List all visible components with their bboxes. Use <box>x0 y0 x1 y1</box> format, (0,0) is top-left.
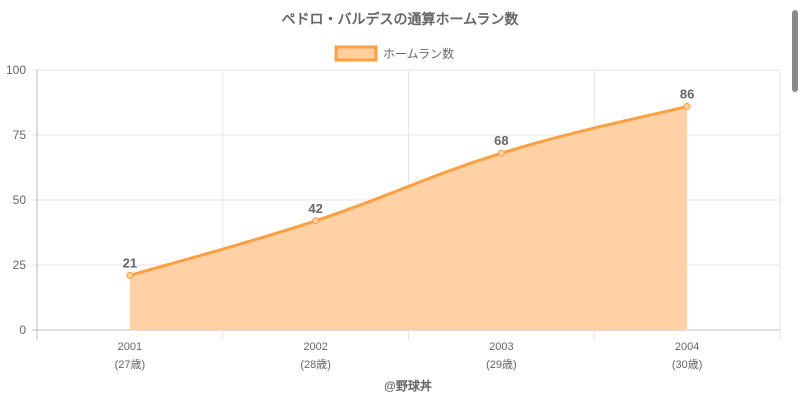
y-tick-label: 100 <box>6 63 26 77</box>
x-tick-sublabel: (30歳) <box>672 358 703 371</box>
x-tick-label: 2003 <box>489 341 513 353</box>
y-tick-label: 25 <box>13 258 27 272</box>
series-line <box>129 104 688 277</box>
x-tick-label: 2004 <box>675 341 699 353</box>
footer-credit: @野球丼 <box>384 378 432 393</box>
x-tick-sublabel: (29歳) <box>486 358 517 371</box>
data-label: 42 <box>308 201 322 216</box>
data-point <box>497 149 505 157</box>
x-tick-label: 2002 <box>303 341 327 353</box>
y-tick-label: 75 <box>13 128 27 142</box>
data-point <box>683 102 691 110</box>
data-label: 21 <box>123 255 137 270</box>
data-point <box>126 271 134 279</box>
chart-title: ペドロ・バルデスの通算ホームラン数 <box>282 11 520 27</box>
data-point <box>312 217 320 225</box>
legend-swatch <box>334 45 378 62</box>
y-tick-label: 0 <box>19 323 26 337</box>
x-tick-sublabel: (28歳) <box>300 358 331 371</box>
y-tick-label: 50 <box>13 193 27 207</box>
x-tick-label: 2001 <box>118 341 142 353</box>
data-label: 86 <box>680 86 694 101</box>
legend[interactable]: ホームラン数 <box>334 45 454 62</box>
scrollbar[interactable] <box>792 10 798 92</box>
x-tick-sublabel: (27歳) <box>115 358 146 371</box>
legend-label: ホームラン数 <box>383 46 454 61</box>
data-label: 68 <box>494 133 508 148</box>
series-area <box>129 106 688 331</box>
